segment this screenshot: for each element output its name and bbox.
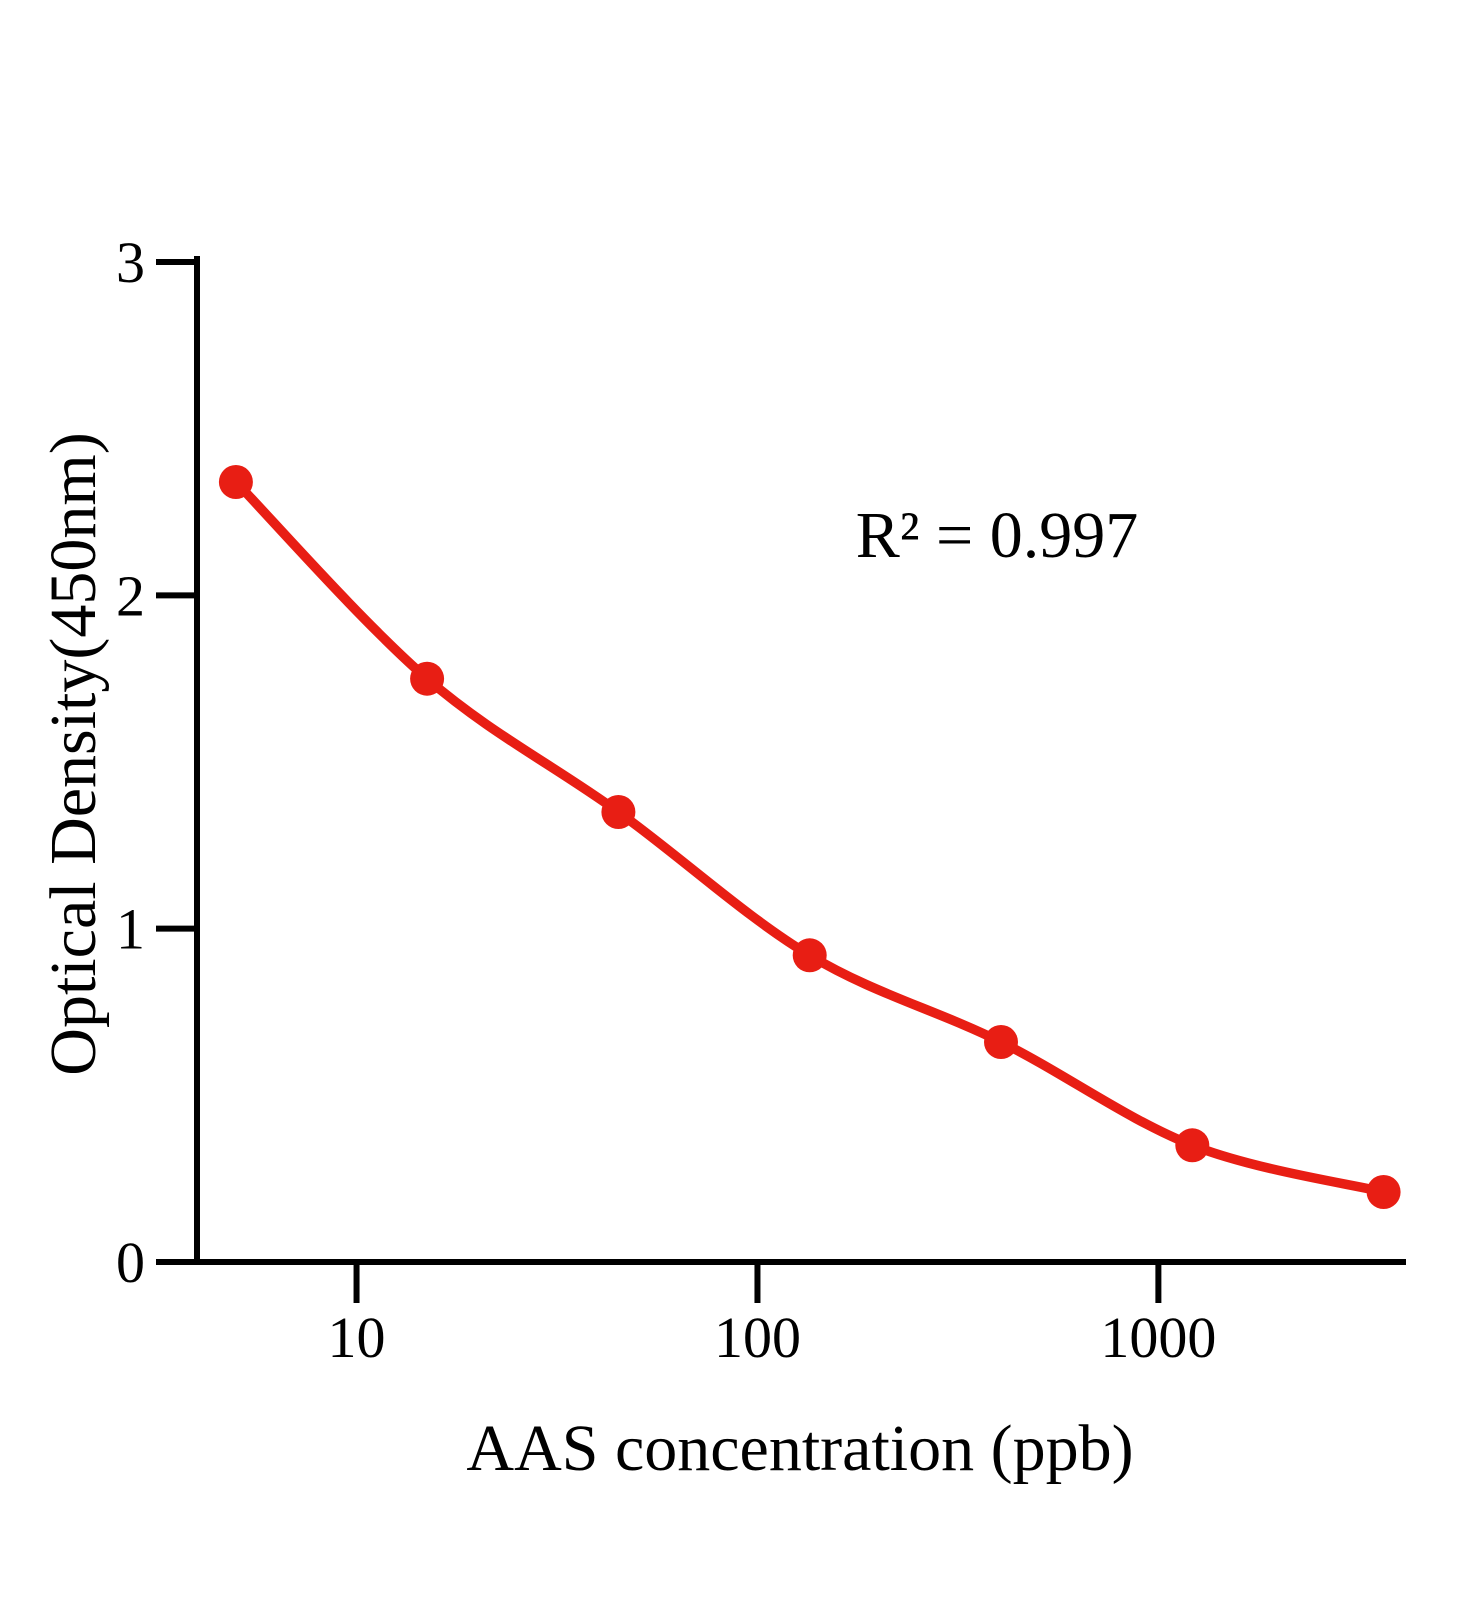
axes: 0 1 2 3 10 100 1000: [116, 230, 1406, 1370]
x-tick-label: 1000: [1100, 1305, 1216, 1370]
fit-curve-line: [231, 477, 1389, 1197]
data-point: [601, 795, 636, 829]
x-tick-label: 100: [714, 1305, 801, 1370]
y-axis-ticks: 0 1 2 3: [116, 230, 197, 1295]
x-axis-title: AAS concentration (ppb): [466, 1412, 1133, 1485]
data-point: [1175, 1128, 1210, 1163]
x-axis-ticks: 10 100 1000: [328, 1262, 1216, 1370]
axis-lines: [194, 256, 1406, 1265]
data-point: [1366, 1175, 1401, 1209]
data-point: [984, 1025, 1018, 1059]
x-tick-label: 10: [328, 1305, 386, 1370]
y-tick-label: 1: [116, 897, 145, 962]
y-axis-title: Optical Density(450nm): [37, 432, 110, 1075]
y-tick-label: 3: [116, 230, 145, 295]
r-squared-annotation: R² = 0.997: [856, 499, 1139, 572]
y-tick-label: 2: [116, 563, 145, 628]
data-point: [792, 938, 827, 973]
data-points: [218, 465, 1401, 1209]
y-tick-label: 0: [116, 1230, 145, 1295]
data-point: [410, 661, 445, 696]
data-point: [218, 465, 253, 499]
